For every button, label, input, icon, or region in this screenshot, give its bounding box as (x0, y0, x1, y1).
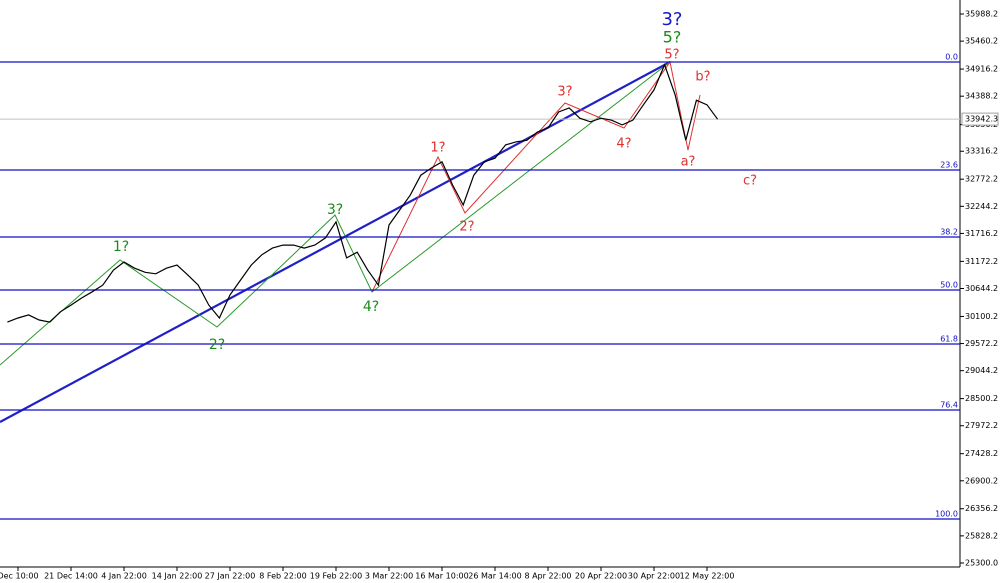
x-tick-label: Dec 10:00 (0, 572, 39, 581)
y-tick-label: 35460.2 (965, 37, 998, 46)
fib-level-label: 50.0 (940, 281, 958, 290)
x-tick-label: 26 Mar 14:00 (468, 572, 521, 581)
price-line (7, 63, 719, 323)
y-tick-label: 27428.2 (965, 449, 998, 458)
y-tick-label: 30100.2 (965, 312, 998, 321)
y-tick-label: 32772.2 (965, 175, 998, 184)
fib-level-label: 100.0 (935, 510, 958, 519)
y-tick-label: 25300.0 (965, 558, 998, 567)
x-tick-label: 8 Apr 22:00 (524, 572, 571, 581)
y-tick-label: 29572.2 (965, 339, 998, 348)
x-tick-label: 30 Apr 22:00 (628, 572, 680, 581)
fib-level-label: 61.8 (940, 335, 958, 344)
wave-label: 1? (113, 239, 129, 255)
y-tick-label: 31172.2 (965, 257, 998, 266)
y-tick-label: 32244.2 (965, 202, 998, 211)
x-tick-label: 4 Jan 22:00 (101, 572, 147, 581)
y-tick-label: 27972.2 (965, 421, 998, 430)
y-tick-label: 30644.2 (965, 284, 998, 293)
wave-label: 2? (209, 337, 225, 353)
wave-label: a? (681, 155, 696, 170)
current-price-label: 33942.3 (965, 115, 998, 124)
y-tick-label: 25828.2 (965, 531, 998, 540)
x-tick-label: 8 Feb 22:00 (259, 572, 306, 581)
wave-label: 4? (616, 137, 631, 152)
fib-level-label: 23.6 (940, 161, 958, 170)
x-tick-label: 19 Feb 22:00 (310, 572, 362, 581)
wave-label: 3? (661, 9, 682, 30)
x-tick-label: 20 Apr 22:00 (575, 572, 627, 581)
wave-label: 1? (430, 141, 445, 156)
y-tick-label: 26900.2 (965, 476, 998, 485)
wave-label: 5? (664, 48, 679, 63)
fib-level-label: 38.2 (940, 228, 958, 237)
x-tick-label: 14 Jan 22:00 (152, 572, 203, 581)
fib-level-label: 0.0 (945, 53, 958, 62)
trend-line (0, 61, 671, 423)
x-tick-label: 12 May 22:00 (680, 572, 735, 581)
fib-level-label: 76.4 (940, 401, 958, 410)
x-tick-label: 27 Jan 22:00 (205, 572, 256, 581)
x-tick-label: 3 Mar 22:00 (365, 572, 413, 581)
x-tick-label: 21 Dec 14:00 (44, 572, 98, 581)
y-tick-label: 35988.2 (965, 10, 998, 19)
y-tick-label: 33316.2 (965, 147, 998, 156)
current-price-box (961, 112, 999, 126)
y-tick-label: 34388.2 (965, 92, 998, 101)
wave-label: 2? (459, 220, 474, 235)
wave-label: b? (695, 70, 710, 85)
wave-label: 3? (557, 85, 572, 100)
wave-label: c? (743, 174, 757, 189)
wave-label: 4? (363, 299, 379, 315)
wave-label: 5? (663, 28, 682, 47)
y-tick-label: 29044.2 (965, 366, 998, 375)
y-tick-label: 26356.2 (965, 504, 998, 513)
x-tick-label: 16 Mar 10:00 (415, 572, 468, 581)
y-tick-label: 34916.2 (965, 65, 998, 74)
wave-label: 3? (327, 202, 343, 218)
y-tick-label: 31716.2 (965, 229, 998, 238)
y-tick-label: 28500.2 (965, 394, 998, 403)
green-wave (0, 61, 671, 366)
